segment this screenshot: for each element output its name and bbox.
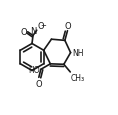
Text: HO: HO — [28, 66, 40, 75]
Text: CH₃: CH₃ — [71, 73, 85, 82]
Text: O: O — [37, 22, 44, 30]
Text: −: − — [41, 23, 47, 29]
Text: O: O — [20, 28, 27, 37]
Text: O: O — [36, 79, 42, 88]
Text: N: N — [30, 27, 36, 36]
Text: O: O — [65, 22, 71, 30]
Text: NH: NH — [72, 48, 84, 57]
